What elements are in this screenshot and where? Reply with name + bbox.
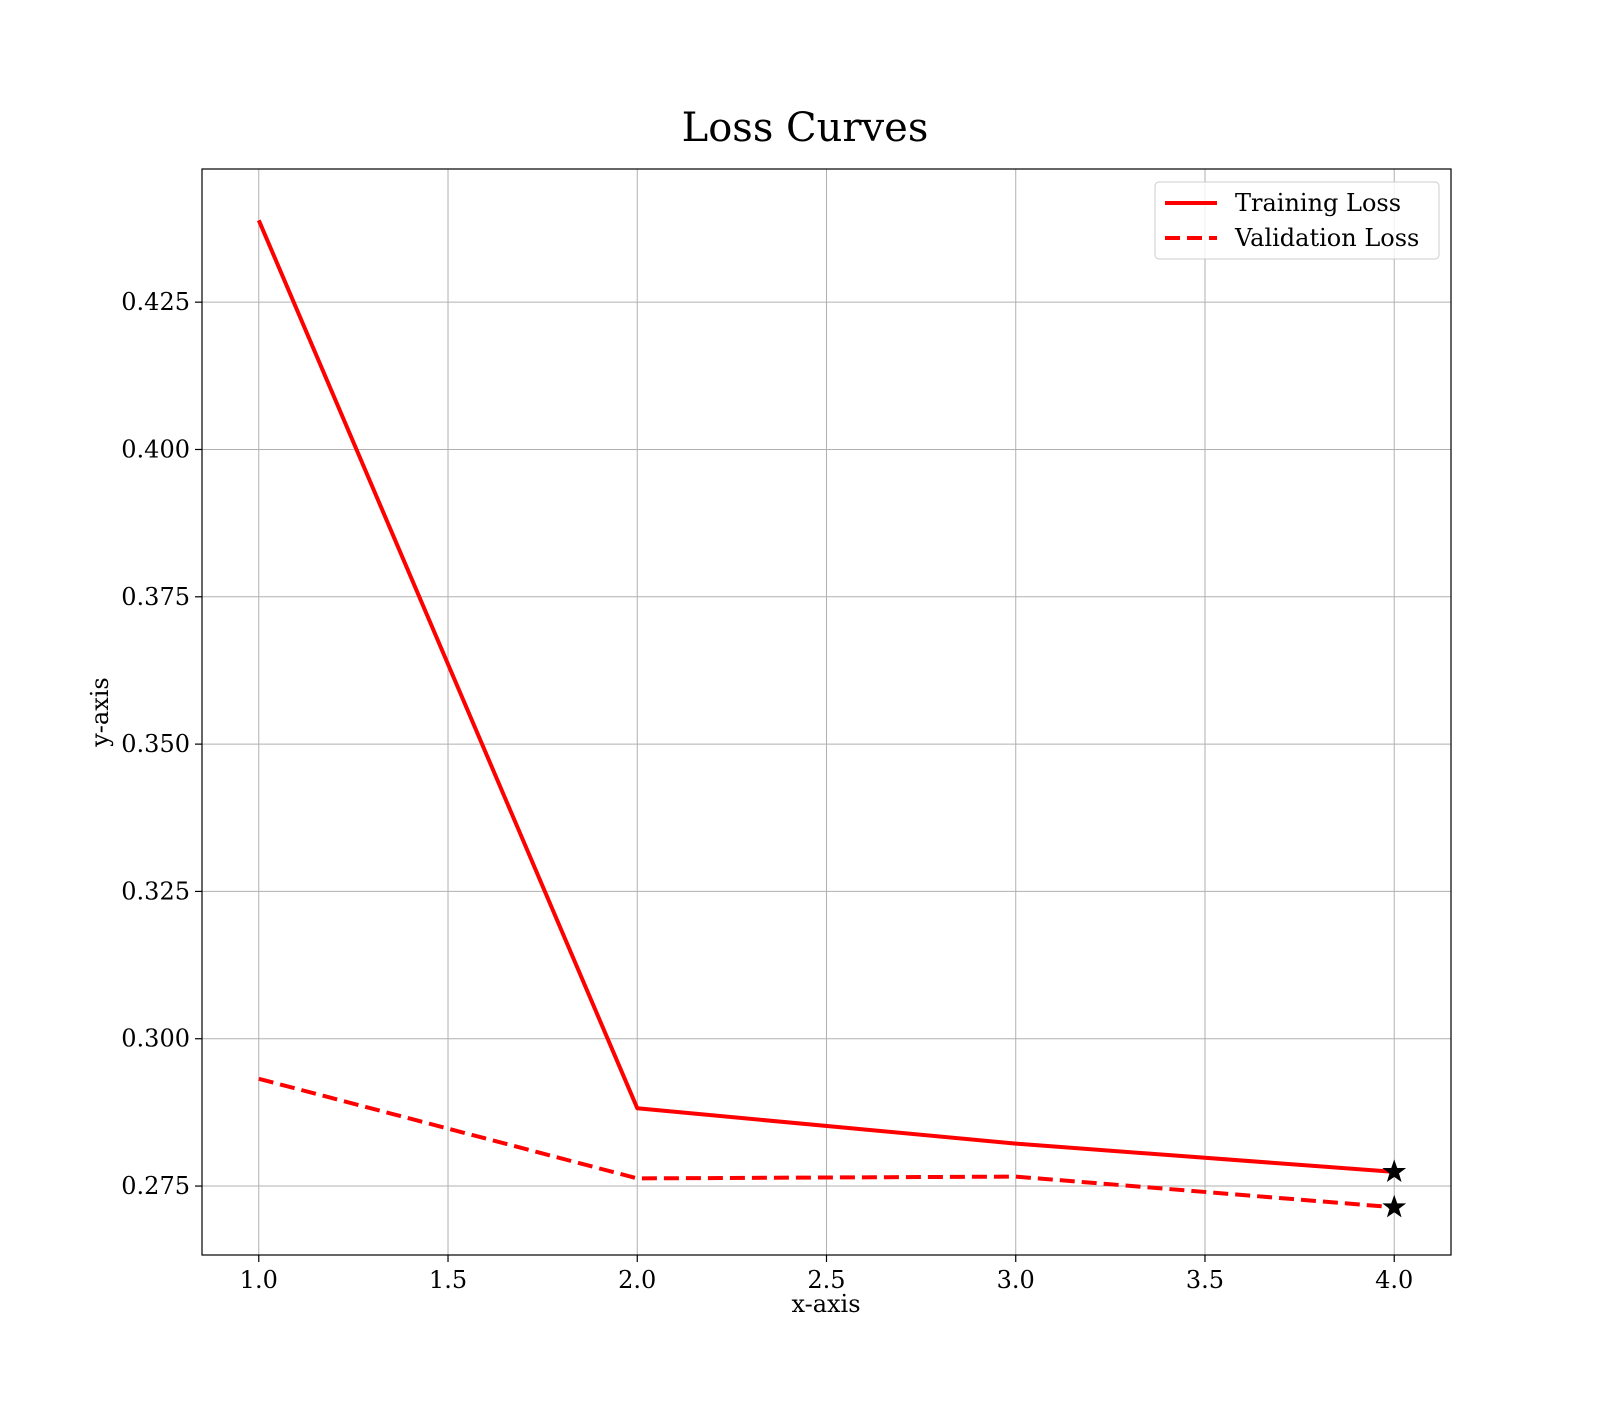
- y-tick-label: 0.400: [121, 435, 190, 463]
- training-loss-line: [256, 219, 1395, 1174]
- y-tick-label: 0.300: [121, 1025, 190, 1053]
- legend: Training Loss Validation Loss: [1154, 181, 1440, 260]
- marker-layer: [1382, 1159, 1407, 1218]
- x-tick-label: 3.5: [1186, 1266, 1224, 1294]
- x-tick-label: 3.0: [997, 1266, 1035, 1294]
- x-tick-label: 1.5: [429, 1266, 467, 1294]
- validation-loss-line: [258, 1076, 1395, 1210]
- x-tick-label: 2.0: [618, 1266, 656, 1294]
- y-axis-label: y-axis: [86, 677, 114, 748]
- chart-title: Loss Curves: [682, 105, 929, 151]
- training-loss-star-marker: [1382, 1159, 1407, 1183]
- y-tick-label: 0.325: [121, 877, 190, 905]
- tick-layer: 1.0 1.5 2.0 2.5 3.0 3.5 4.0 0.275 0.300 0.325 0.35…: [121, 288, 1413, 1294]
- y-tick-label: 0.425: [121, 288, 190, 316]
- x-axis-label: x-axis: [791, 1290, 860, 1318]
- y-tick-label: 0.275: [121, 1172, 190, 1200]
- legend-label-validation-loss: Validation Loss: [1234, 224, 1419, 252]
- series-layer: [256, 219, 1395, 1210]
- y-tick-label: 0.350: [121, 730, 190, 758]
- x-tick-label: 4.0: [1375, 1266, 1413, 1294]
- x-tick-label: 1.0: [240, 1266, 278, 1294]
- y-tick-label: 0.375: [121, 583, 190, 611]
- x-tick-label: 2.5: [807, 1266, 845, 1294]
- grid-layer: [202, 169, 1451, 1255]
- legend-box: [1154, 181, 1440, 260]
- validation-loss-star-marker: [1382, 1194, 1407, 1218]
- legend-label-training-loss: Training Loss: [1235, 189, 1401, 217]
